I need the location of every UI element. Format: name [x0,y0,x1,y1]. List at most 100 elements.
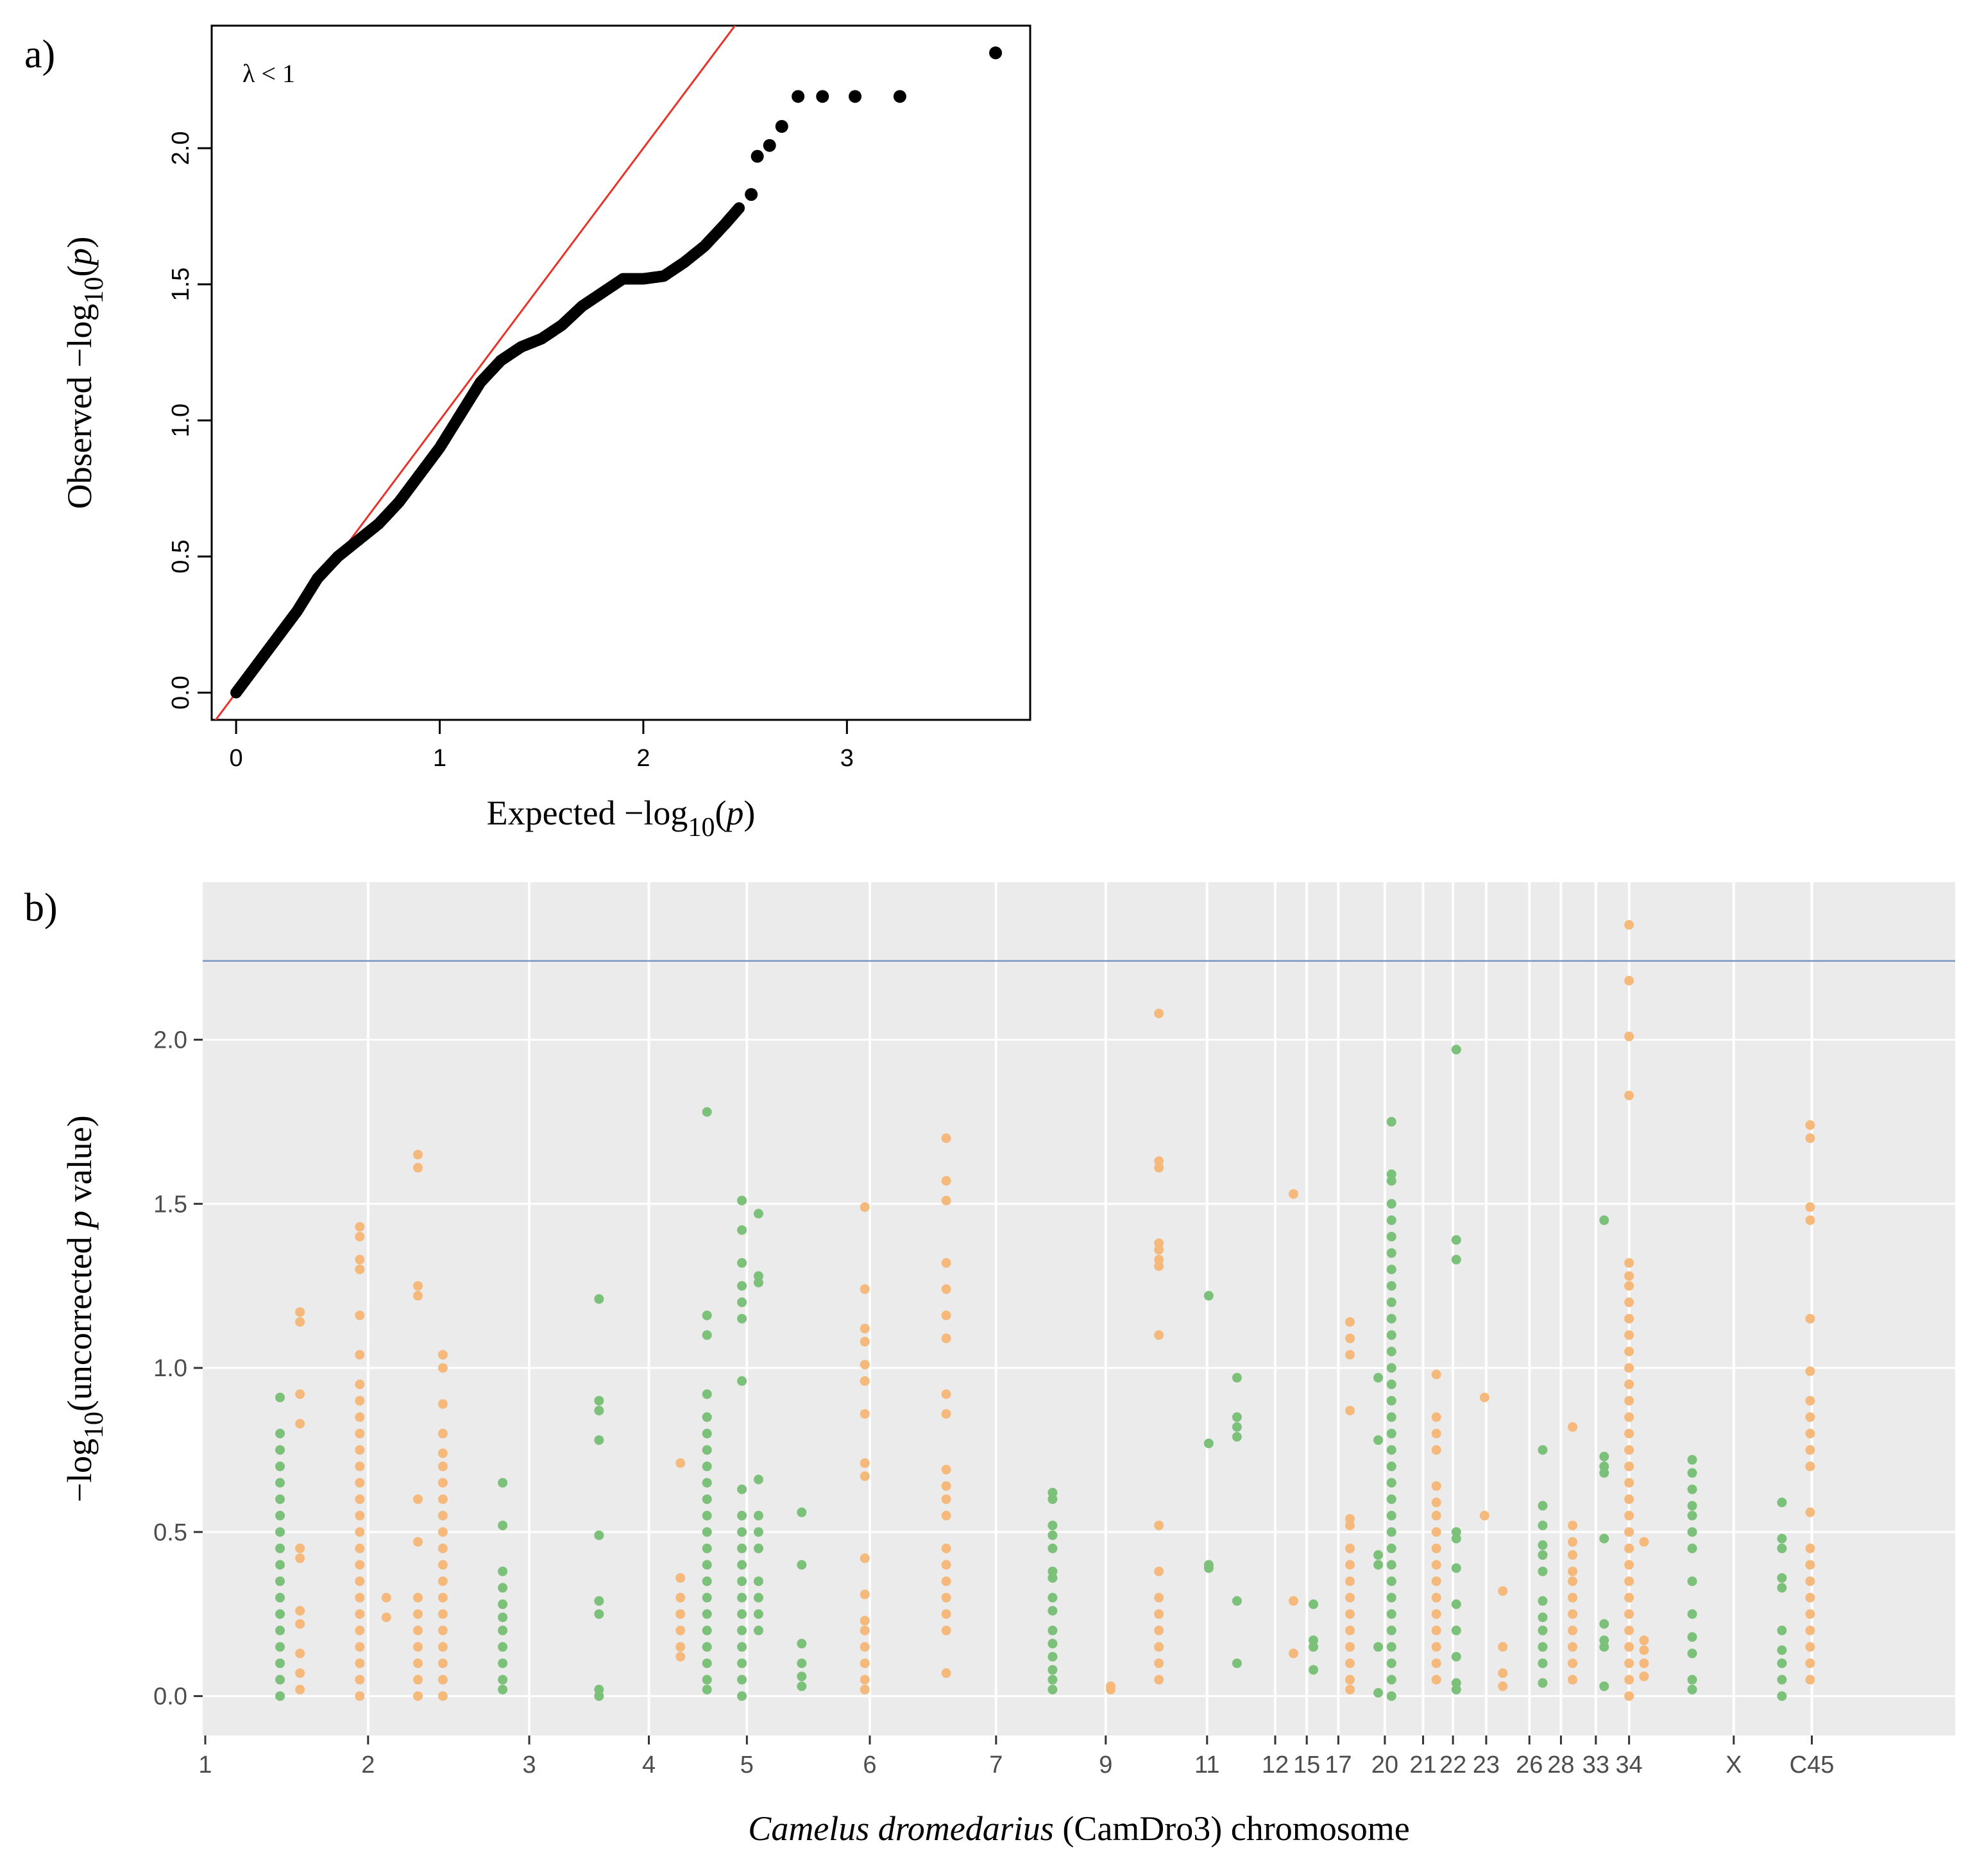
snp-point [275,1527,285,1537]
snp-point [1451,1599,1461,1609]
qq-x-tick-label: 1 [433,745,446,772]
snp-point [1232,1372,1242,1383]
snp-point [737,1576,747,1587]
qq-y-axis: 0.0 0.5 1.0 1.5 2.0 [167,132,212,710]
snp-point [1048,1573,1058,1583]
snp-point [1345,1684,1355,1694]
snp-point [498,1583,508,1593]
snp-point [1386,1675,1396,1685]
snp-point [355,1494,365,1505]
snp-point [753,1625,763,1635]
qq-x-title-p: p [724,794,743,832]
snp-point [275,1576,285,1587]
qq-top-point [849,90,862,103]
snp-point [355,1625,365,1635]
snp-point [1431,1369,1441,1379]
snp-point [1431,1592,1441,1603]
snp-point [437,1448,448,1458]
snp-point [355,1231,365,1241]
snp-point [1568,1658,1578,1668]
snp-point [860,1336,870,1347]
snp-point [1345,1609,1355,1619]
snp-point [941,1195,951,1206]
snp-point [355,1592,365,1603]
snp-point [355,1265,365,1275]
snp-point [275,1392,285,1403]
snp-point [702,1592,712,1603]
snp-point [860,1625,870,1635]
snp-point [797,1639,807,1649]
snp-point [1386,1462,1396,1472]
snp-point [941,1625,951,1635]
snp-point [1345,1642,1355,1652]
snp-point [275,1560,285,1570]
snp-point [1687,1609,1697,1619]
snp-point [413,1691,423,1701]
snp-point [1639,1658,1649,1668]
snp-point [1451,1533,1461,1544]
snp-point [1345,1406,1355,1416]
snp-point [355,1543,365,1553]
snp-point [1451,1684,1461,1694]
snp-point [355,1675,365,1685]
snp-point [1687,1510,1697,1521]
snp-point [702,1609,712,1619]
snp-point [1538,1566,1548,1576]
snp-point [1154,1245,1164,1255]
snp-point [1386,1658,1396,1668]
snp-point [355,1222,365,1232]
snp-point [702,1642,712,1652]
snp-point [1624,1428,1634,1438]
chromosome-label: 1 [198,1752,212,1778]
snp-point [941,1543,951,1553]
snp-point [1624,1379,1634,1390]
snp-point [437,1691,448,1701]
snp-point [675,1592,686,1603]
snp-point [413,1281,423,1291]
snp-point [355,1395,365,1406]
qq-y-title-sub: 10 [80,277,109,304]
qq-y-title-p: p [60,248,99,268]
snp-point [1386,1494,1396,1505]
snp-point [737,1675,747,1685]
snp-point [702,1330,712,1340]
snp-point [1687,1684,1697,1694]
species-name: Camelus dromedarius [748,1809,1054,1848]
snp-point [1288,1596,1298,1606]
snp-point [1805,1675,1815,1685]
manhattan-y-axis: 0.0 0.5 1.0 1.5 2.0 [153,1027,203,1710]
chromosome-label: 6 [863,1752,876,1778]
snp-point [498,1599,508,1609]
snp-point [1599,1619,1609,1629]
snp-point [1373,1372,1384,1383]
chromosome-label: 34 [1615,1752,1642,1778]
snp-point [1777,1533,1787,1544]
qq-x-axis: 0 1 2 3 [230,720,854,772]
snp-point [1048,1651,1058,1662]
snp-point [275,1478,285,1488]
snp-point [941,1609,951,1619]
snp-point [1805,1658,1815,1668]
snp-point [1288,1648,1298,1659]
snp-point [1639,1645,1649,1655]
chromosome-label: 21 [1409,1752,1436,1778]
snp-point [1568,1609,1578,1619]
snp-point [1345,1576,1355,1587]
snp-point [275,1592,285,1603]
qq-x-axis-title: Expected −log10(p) [487,794,756,842]
snp-point [1624,1510,1634,1521]
snp-point [1568,1576,1578,1587]
snp-point [675,1625,686,1635]
snp-point [437,1560,448,1570]
snp-point [1232,1658,1242,1668]
qq-plot-frame [210,24,1031,721]
snp-point [1431,1560,1441,1570]
snp-point [1805,1428,1815,1438]
snp-point [1687,1675,1697,1685]
qq-x-title-close: ) [743,794,755,832]
snp-point [1599,1451,1609,1462]
snp-point [437,1592,448,1603]
snp-point [1639,1635,1649,1646]
snp-point [1431,1609,1441,1619]
snp-point [1624,1271,1634,1281]
